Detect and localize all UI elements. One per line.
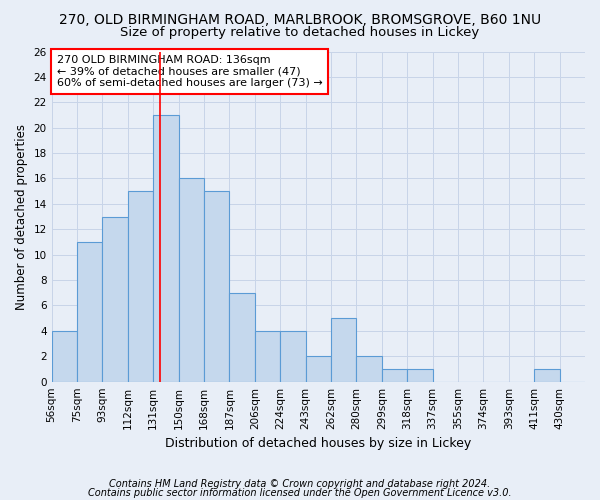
- Bar: [77, 242, 103, 382]
- Bar: [52, 331, 77, 382]
- Text: Contains public sector information licensed under the Open Government Licence v3: Contains public sector information licen…: [88, 488, 512, 498]
- Bar: [382, 369, 407, 382]
- Y-axis label: Number of detached properties: Number of detached properties: [15, 124, 28, 310]
- Bar: [305, 356, 331, 382]
- Bar: [280, 331, 305, 382]
- Bar: [255, 331, 280, 382]
- Bar: [229, 293, 255, 382]
- Bar: [407, 369, 433, 382]
- Bar: [103, 216, 128, 382]
- Text: Contains HM Land Registry data © Crown copyright and database right 2024.: Contains HM Land Registry data © Crown c…: [109, 479, 491, 489]
- Text: 270, OLD BIRMINGHAM ROAD, MARLBROOK, BROMSGROVE, B60 1NU: 270, OLD BIRMINGHAM ROAD, MARLBROOK, BRO…: [59, 12, 541, 26]
- Bar: [128, 191, 153, 382]
- Bar: [204, 191, 229, 382]
- Bar: [356, 356, 382, 382]
- Bar: [153, 115, 179, 382]
- Text: 270 OLD BIRMINGHAM ROAD: 136sqm
← 39% of detached houses are smaller (47)
60% of: 270 OLD BIRMINGHAM ROAD: 136sqm ← 39% of…: [57, 55, 323, 88]
- Text: Size of property relative to detached houses in Lickey: Size of property relative to detached ho…: [121, 26, 479, 39]
- X-axis label: Distribution of detached houses by size in Lickey: Distribution of detached houses by size …: [165, 437, 472, 450]
- Bar: [331, 318, 356, 382]
- Bar: [179, 178, 204, 382]
- Bar: [534, 369, 560, 382]
